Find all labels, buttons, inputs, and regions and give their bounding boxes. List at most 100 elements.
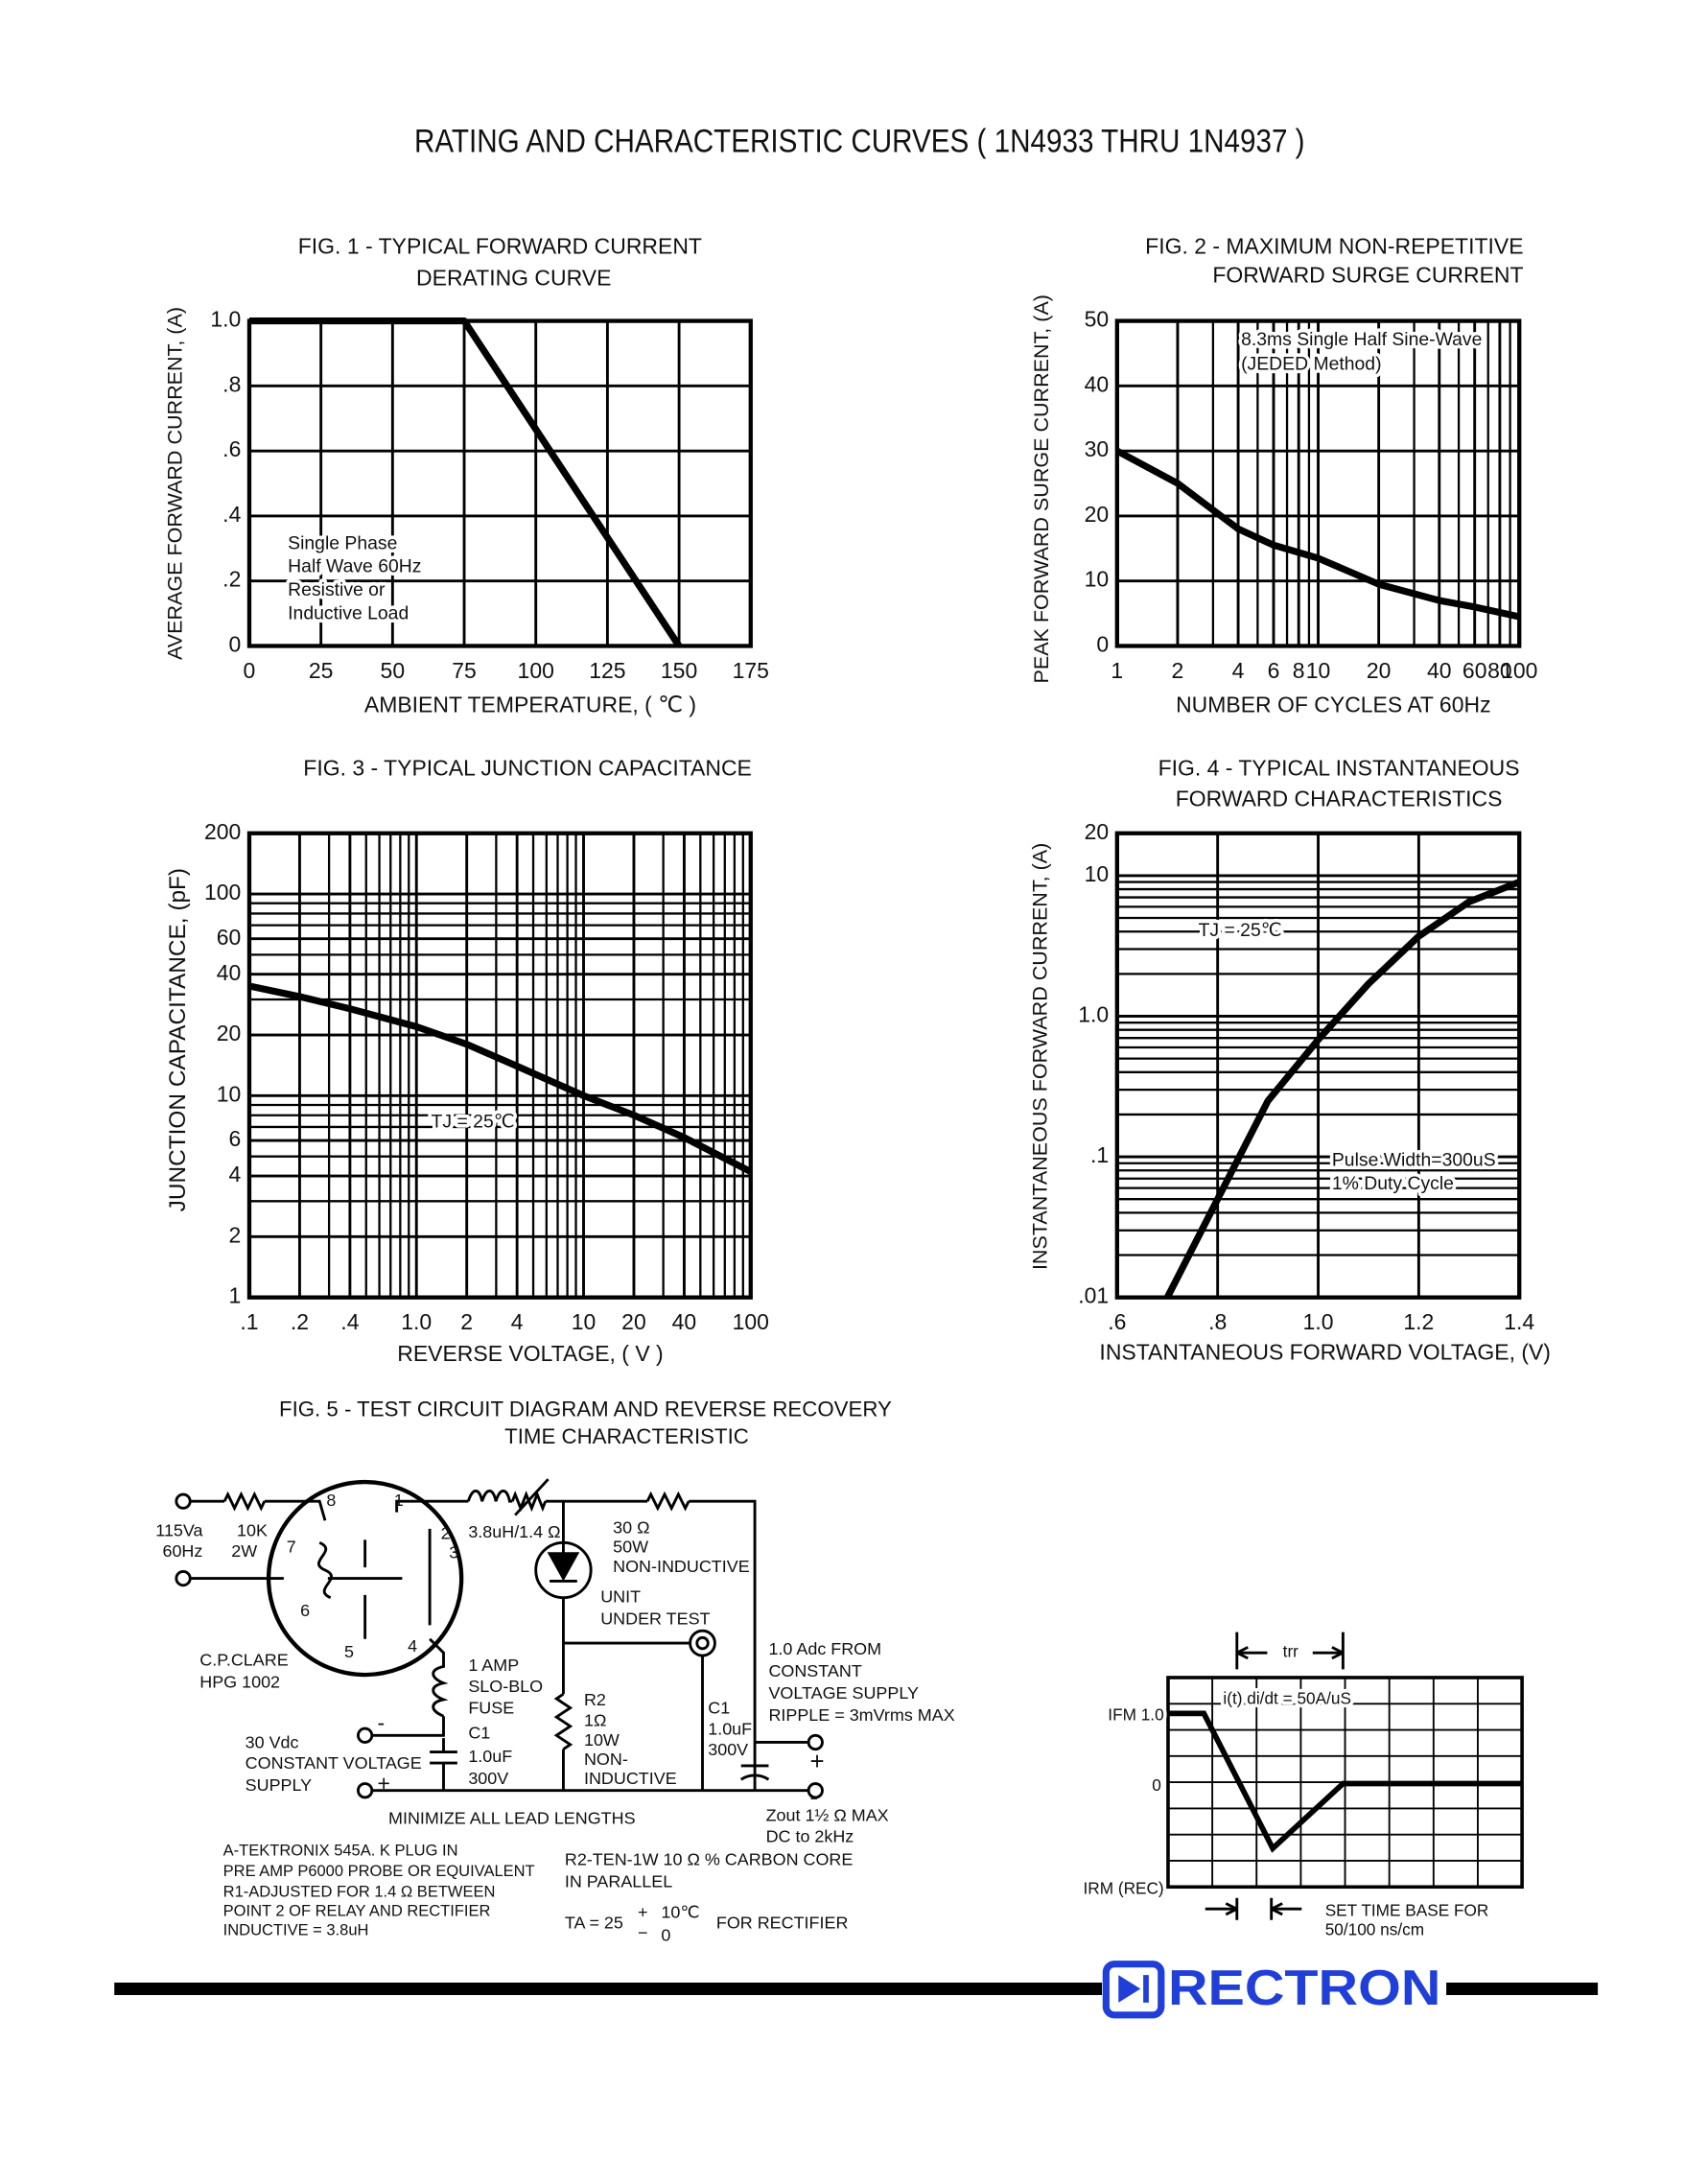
- waveform-label: i(t) di/dt = 50A/uS: [1223, 1689, 1351, 1708]
- circuit-label: 7: [287, 1538, 296, 1557]
- y-tick-label: 0: [229, 632, 242, 657]
- x-tick-label: 1: [1111, 658, 1123, 683]
- x-tick-label: .1: [240, 1309, 258, 1334]
- chart-title: FORWARD CHARACTERISTICS: [1176, 786, 1503, 810]
- annotation: Half Wave 60Hz: [288, 556, 421, 577]
- circuit-label: RIPPLE = 3mVrms MAX: [768, 1705, 954, 1725]
- plot-frame: [246, 831, 753, 1300]
- y-tick-label: 10: [217, 1081, 242, 1106]
- annotation: Pulse Width=300uS: [1332, 1150, 1496, 1171]
- circuit-label: INDUCTIVE = 3.8uH: [223, 1922, 369, 1939]
- x-tick-label: .4: [340, 1309, 359, 1334]
- x-tick-label: 100: [733, 1309, 769, 1334]
- x-axis-label: AMBIENT TEMPERATURE, ( ℃ ): [364, 693, 696, 717]
- x-tick-label: 1.2: [1403, 1309, 1434, 1334]
- x-tick-label: 40: [672, 1309, 697, 1334]
- circuit-label: NON-INDUCTIVE: [613, 1557, 750, 1576]
- y-tick-label: 20: [217, 1021, 242, 1045]
- figure-title: FIG. 5 - TEST CIRCUIT DIAGRAM AND REVERS…: [279, 1397, 892, 1421]
- circuit-label: IN PARALLEL: [565, 1872, 672, 1891]
- circuit-label: 10W: [584, 1730, 620, 1750]
- circuit-label: -: [378, 1710, 386, 1735]
- annotation: Single Phase: [288, 532, 397, 553]
- circuit-label: 5: [344, 1642, 354, 1661]
- chart-title: FIG. 4 - TYPICAL INSTANTANEOUS: [1158, 756, 1520, 781]
- circuit-label: 3: [449, 1542, 458, 1562]
- x-tick-label: 6: [1268, 658, 1280, 683]
- circuit-label: DC to 2kHz: [766, 1826, 854, 1845]
- wire: [317, 1540, 333, 1600]
- wire: [689, 1499, 757, 1791]
- y-tick-label: 4: [229, 1162, 242, 1186]
- wire: [739, 1773, 770, 1781]
- terminal: [175, 1569, 192, 1587]
- annotation: 1% Duty Cycle: [1332, 1173, 1454, 1194]
- x-tick-label: 40: [1427, 658, 1452, 683]
- wire: [645, 1491, 690, 1512]
- circuit-label: PRE AMP P6000 PROBE OR EQUIVALENT: [223, 1863, 535, 1880]
- annotation: TJ = 25℃: [1199, 920, 1282, 941]
- circuit-label: 2: [441, 1523, 451, 1542]
- wire: [466, 1489, 513, 1503]
- x-tick-label: 20: [621, 1309, 646, 1334]
- circuit-label: CONSTANT VOLTAGE: [246, 1753, 422, 1773]
- circuit-label: 0: [661, 1926, 670, 1945]
- y-tick-label: 200: [204, 819, 241, 844]
- circuit-label: R2-TEN-1W 10 Ω % CARBON CORE: [565, 1850, 854, 1869]
- curve: [248, 982, 753, 1175]
- annotation: Inductive Load: [288, 603, 409, 624]
- x-tick-label: .8: [1208, 1309, 1227, 1334]
- circuit-label: 1Ω: [584, 1711, 606, 1730]
- terminal: [807, 1733, 824, 1751]
- y-axis-label: INSTANTANEOUS FORWARD CURRENT, (A): [1029, 843, 1052, 1270]
- circuit-label: 8: [326, 1491, 336, 1510]
- chart-title: FIG. 3 - TYPICAL JUNCTION CAPACITANCE: [303, 756, 752, 781]
- circuit-label: SUPPLY: [246, 1775, 312, 1795]
- y-tick-label: 40: [1085, 371, 1110, 396]
- x-tick-label: 1.4: [1504, 1309, 1534, 1334]
- annotation: TJ = 25℃: [432, 1111, 515, 1132]
- terminal: [695, 1635, 710, 1651]
- x-tick-label: 0: [244, 658, 256, 683]
- y-tick-label: 6: [229, 1126, 242, 1151]
- x-tick-label: 2: [1172, 658, 1184, 683]
- circuit-label: 30 Vdc: [246, 1733, 299, 1752]
- x-axis-label: NUMBER OF CYCLES AT 60Hz: [1176, 693, 1490, 717]
- x-axis-label: INSTANTANEOUS FORWARD VOLTAGE, (V): [1099, 1340, 1551, 1365]
- y-tick-label: 50: [1085, 307, 1110, 332]
- waveform-label: SET TIME BASE FOR: [1325, 1901, 1489, 1920]
- waveform-label: IRM (REC): [1083, 1879, 1163, 1898]
- circuit-label: −: [638, 1923, 647, 1942]
- y-tick-label: .2: [222, 567, 241, 592]
- circuit-label: 10K: [237, 1521, 268, 1540]
- circuit-label: TA = 25: [565, 1914, 623, 1933]
- y-tick-label: 1.0: [1078, 1002, 1109, 1027]
- circuit-label: UNIT: [600, 1586, 641, 1606]
- x-tick-label: .2: [291, 1309, 309, 1334]
- chart-title: FORWARD SURGE CURRENT: [1212, 263, 1523, 288]
- circuit-label: 1: [394, 1491, 404, 1510]
- circuit-label: 115Va: [155, 1521, 202, 1540]
- circuit-label: 300V: [468, 1769, 508, 1788]
- y-tick-label: .1: [1090, 1142, 1109, 1167]
- circuit-label: +: [378, 1771, 390, 1796]
- waveform-label: trr: [1283, 1642, 1299, 1661]
- x-tick-label: 60: [1462, 658, 1487, 683]
- wire: [264, 1499, 327, 1521]
- x-tick-label: 2: [460, 1309, 473, 1334]
- circuit-label: +: [810, 1749, 825, 1775]
- x-tick-label: 75: [452, 658, 477, 683]
- circuit-label: +: [638, 1902, 647, 1921]
- terminal: [356, 1726, 374, 1744]
- circuit-label: 3.8uH/1.4 Ω: [468, 1522, 560, 1541]
- x-tick-label: 20: [1367, 658, 1392, 683]
- circuit-label: 300V: [708, 1740, 748, 1759]
- annotation: (JEDED Method): [1241, 354, 1381, 375]
- waveform-label: 0: [1152, 1775, 1161, 1795]
- circuit-label: 6: [300, 1601, 310, 1620]
- y-tick-label: .6: [222, 436, 241, 461]
- circuit-label: C1: [468, 1724, 490, 1743]
- circuit-label: FOR RECTIFIER: [716, 1914, 849, 1933]
- plot-frame: [1114, 831, 1522, 1300]
